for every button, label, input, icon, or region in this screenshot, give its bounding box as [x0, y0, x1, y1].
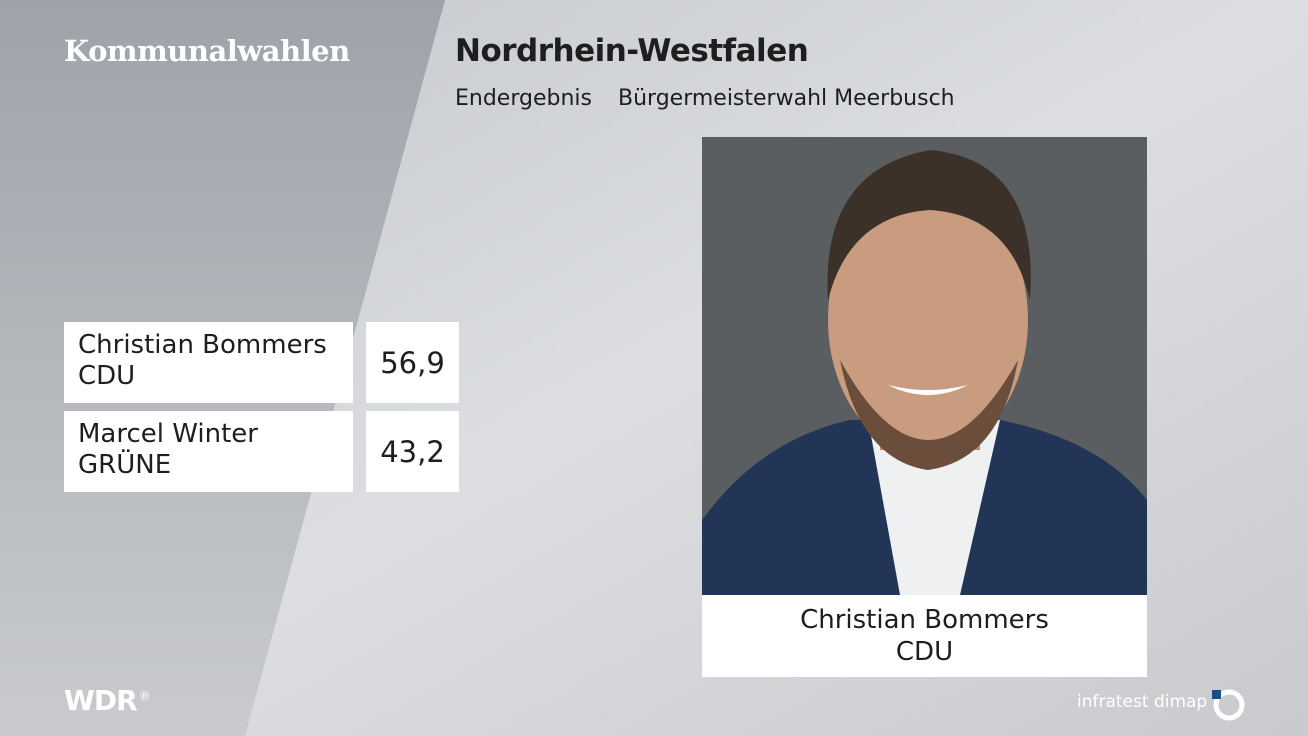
subtitle: Bürgermeisterwahl Meerbusch	[618, 86, 955, 111]
candidate: Christian Bommers CDU	[64, 322, 353, 403]
candidate: Marcel Winter GRÜNE	[64, 411, 353, 492]
photo-caption: Christian Bommers CDU	[702, 595, 1147, 677]
vote-share: 43,2	[366, 411, 459, 492]
result-label: Endergebnis	[455, 86, 592, 111]
candidate-party: CDU	[78, 361, 136, 391]
caption-name: Christian Bommers	[800, 605, 1049, 635]
broadcaster-logo: WDR ®	[64, 684, 151, 717]
caption-party: CDU	[895, 637, 954, 667]
vote-share: 56,9	[366, 322, 459, 403]
candidate-party: GRÜNE	[78, 450, 172, 480]
brand: Kommunalwahlen	[64, 34, 350, 68]
title: Nordrhein-Westfalen	[455, 33, 809, 69]
portrait	[702, 137, 1147, 595]
registered-mark: ®	[138, 688, 151, 703]
source: infratest dimap	[1077, 692, 1208, 712]
candidate-name: Marcel Winter	[78, 419, 258, 449]
source-logo	[1212, 689, 1245, 721]
broadcaster: WDR	[64, 684, 138, 717]
candidate-name: Christian Bommers	[78, 330, 327, 360]
